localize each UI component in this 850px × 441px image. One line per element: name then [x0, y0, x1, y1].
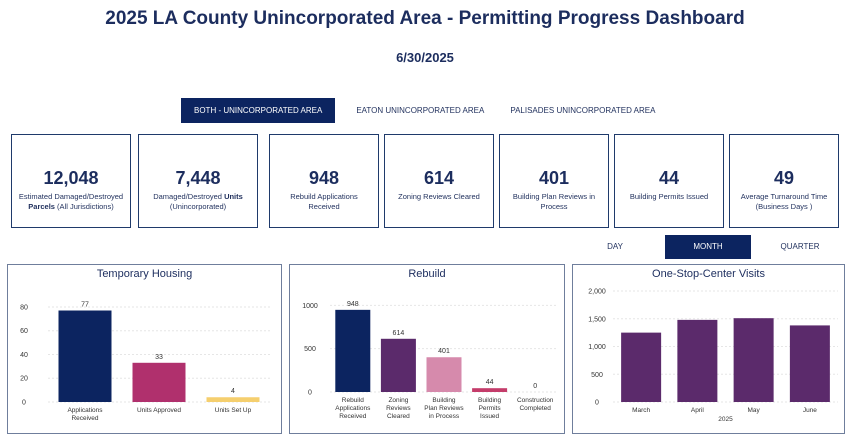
x-tick-label: Units Approved — [137, 407, 181, 414]
kpi-label: Rebuild Applications Received — [290, 192, 358, 211]
y-tick-label: 40 — [20, 352, 28, 359]
x-tick-label: June — [803, 407, 817, 414]
kpi-label: Average Turnaround Time (Business Days ) — [740, 192, 828, 211]
dashboard-title: 2025 LA County Unincorporated Area - Per… — [105, 8, 745, 29]
kpi-label: Zoning Reviews Cleared — [398, 192, 480, 201]
x-tick-label: Reviews — [386, 405, 411, 412]
bar — [380, 338, 416, 392]
one-stop-center-panel: One-Stop-Center Visits 0 500 1,000 1,500 2,0… — [572, 264, 845, 434]
tab-palisades-unincorporated[interactable]: PALISADES UNINCORPORATED AREA — [510, 106, 656, 115]
kpi-value: 12,048 — [43, 168, 99, 188]
one-stop-center-chart: 0 500 1,000 1,500 2,000 March April May June 2025 — [588, 289, 838, 423]
x-tick-label: Issued — [480, 413, 500, 420]
y-tick-label: 0 — [595, 400, 599, 407]
x-tick-label: Cleared — [387, 413, 410, 420]
data-label: 948 — [347, 301, 359, 308]
x-tick-label: Rebuild — [342, 397, 364, 404]
bar — [206, 397, 260, 402]
kpi-turnaround-time: 49 Average Turnaround Time (Business Day… — [729, 134, 839, 228]
kpi-value: 44 — [658, 168, 680, 188]
bar — [677, 319, 718, 402]
area-tab-bar: BOTH - UNINCORPORATED AREA EATON UNINCOR… — [181, 98, 666, 123]
bar — [335, 309, 371, 392]
x-tick-label: Permits — [479, 405, 502, 412]
data-label: 33 — [155, 354, 163, 361]
x-tick-label: Building — [478, 397, 502, 404]
tab-month[interactable]: MONTH — [665, 235, 751, 259]
bar — [472, 388, 508, 392]
kpi-label: Building Plan Reviews in Process — [512, 192, 596, 211]
x-tick-label: Building — [432, 397, 456, 404]
x-tick-label: April — [691, 407, 705, 414]
tab-day[interactable]: DAY — [607, 242, 623, 251]
x-tick-label: Construction — [517, 397, 554, 404]
x-tick-label: in Process — [429, 413, 460, 420]
bar — [733, 318, 774, 402]
y-tick-label: 1,500 — [588, 316, 606, 323]
y-tick-label: 500 — [304, 346, 316, 353]
tab-both-unincorporated[interactable]: BOTH - UNINCORPORATED AREA — [181, 98, 336, 123]
x-tick-label: Applications — [335, 405, 371, 412]
y-tick-label: 1,000 — [588, 344, 606, 351]
x-group-label: 2025 — [718, 416, 733, 423]
x-tick-label: Received — [71, 415, 98, 422]
kpi-plan-reviews: 401 Building Plan Reviews in Process — [499, 134, 609, 228]
kpi-label: Estimated Damaged/Destroyed Parcels (All… — [18, 192, 124, 211]
x-tick-label: Units Set Up — [215, 407, 252, 414]
x-tick-label: Applications — [67, 407, 103, 414]
x-tick-label: March — [632, 407, 650, 414]
x-tick-label: Plan Reviews — [424, 405, 464, 412]
chart-title: Temporary Housing — [96, 268, 193, 280]
y-tick-label: 60 — [20, 328, 28, 335]
kpi-value: 948 — [308, 168, 340, 188]
kpi-permits-issued: 44 Building Permits Issued — [614, 134, 724, 228]
bar — [58, 310, 112, 402]
kpi-rebuild-applications: 948 Rebuild Applications Received — [269, 134, 379, 228]
x-tick-label: Completed — [519, 405, 551, 412]
data-label: 77 — [81, 302, 89, 309]
report-date: 6/30/2025 — [396, 50, 454, 65]
tab-eaton-unincorporated[interactable]: EATON UNINCORPORATED AREA — [356, 106, 485, 115]
data-label: 614 — [393, 330, 405, 337]
y-tick-label: 2,000 — [588, 289, 606, 296]
y-tick-label: 500 — [591, 372, 603, 379]
data-label: 4 — [231, 388, 235, 395]
kpi-value: 614 — [423, 168, 455, 188]
y-tick-label: 1000 — [302, 303, 318, 310]
y-tick-label: 0 — [22, 400, 26, 407]
y-tick-label: 20 — [20, 376, 28, 383]
y-tick-label: 0 — [308, 390, 312, 397]
kpi-value: 49 — [773, 168, 795, 188]
temporary-housing-panel: Temporary Housing 0 20 40 60 80 77 Application… — [7, 264, 282, 434]
bar — [132, 362, 186, 402]
y-tick-label: 80 — [20, 304, 28, 311]
chart-title: Rebuild — [408, 268, 446, 280]
bar — [789, 325, 830, 402]
kpi-label: Damaged/Destroyed Units (Unincorporated) — [153, 192, 243, 211]
tab-quarter[interactable]: QUARTER — [780, 242, 820, 251]
x-tick-label: Received — [339, 413, 366, 420]
kpi-label: Building Permits Issued — [629, 192, 709, 201]
x-tick-label: Zoning — [388, 397, 408, 404]
data-label: 44 — [486, 379, 494, 386]
period-tab-bar: DAY MONTH QUARTER — [582, 235, 843, 259]
rebuild-panel: Rebuild 0 500 1000 948 Rebuild Applications Re… — [289, 264, 565, 434]
kpi-value: 401 — [538, 168, 570, 188]
data-label: 401 — [438, 348, 450, 355]
bar — [426, 357, 462, 392]
kpi-value: 7,448 — [175, 168, 221, 188]
bar — [621, 332, 662, 402]
data-label: 0 — [533, 383, 537, 390]
kpi-zoning-reviews: 614 Zoning Reviews Cleared — [384, 134, 494, 228]
kpi-damaged-units: 7,448 Damaged/Destroyed Units (Unincorpo… — [138, 134, 258, 228]
chart-title: One-Stop-Center Visits — [652, 268, 765, 280]
kpi-damaged-parcels: 12,048 Estimated Damaged/Destroyed Parce… — [11, 134, 131, 228]
x-tick-label: May — [747, 407, 760, 414]
